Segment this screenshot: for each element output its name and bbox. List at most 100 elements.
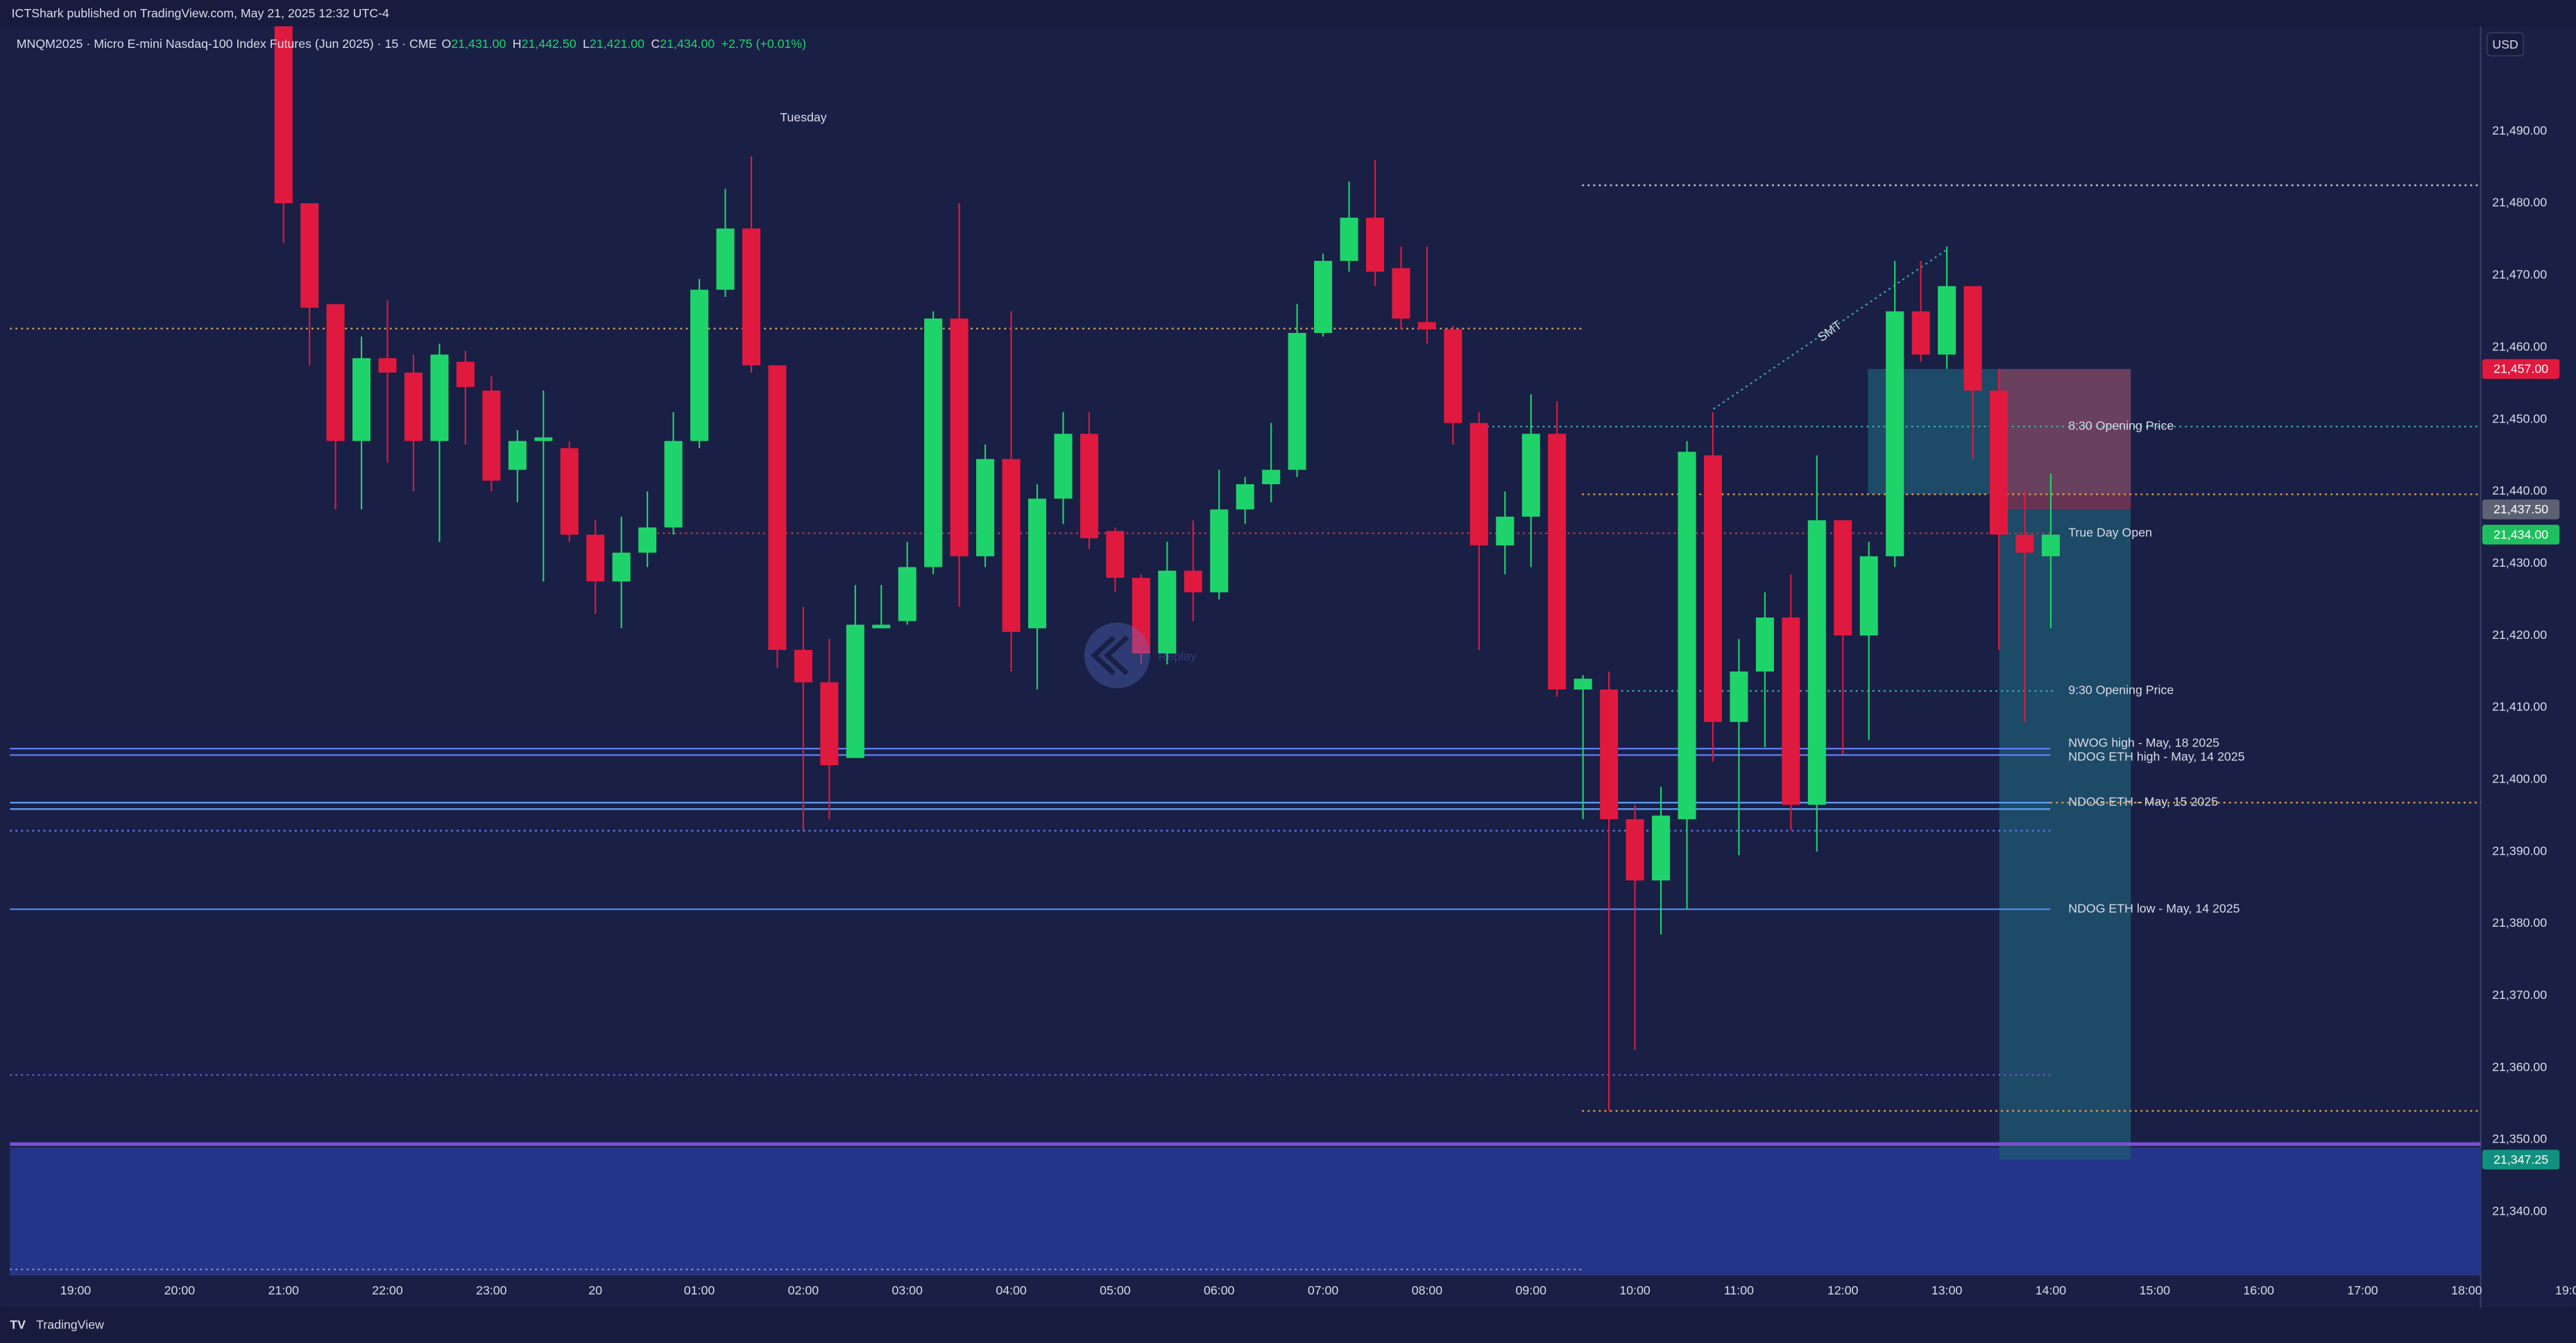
candle-body [1496, 516, 1515, 546]
x-tick-label: 10:00 [1619, 1283, 1650, 1297]
x-tick-label: 14:00 [2036, 1283, 2067, 1297]
level-label: NWOG high - May, 18 2025 [2068, 736, 2219, 750]
day-label: Tuesday [780, 110, 827, 124]
y-tick-label: 21,380.00 [2492, 916, 2547, 930]
candle-body [1027, 498, 1047, 628]
candle-body [1210, 509, 1229, 592]
candle-body [768, 365, 787, 650]
candle-body [326, 304, 345, 441]
candle-body [898, 567, 916, 622]
y-tick-label: 21,370.00 [2492, 988, 2547, 1002]
watermark-text: Replay [1158, 649, 1196, 663]
x-tick-label: 19:00 [60, 1283, 92, 1297]
symbol: MNQM2025 · Micro E-mini Nasdaq-100 Index… [17, 37, 437, 51]
x-tick-label: 06:00 [1204, 1283, 1235, 1297]
candle-body [560, 448, 579, 535]
level-label: 9:30 Opening Price [2068, 683, 2174, 697]
candle-body [352, 358, 371, 441]
candle-body [508, 440, 527, 470]
level-label: NDOG ETH low - May, 14 2025 [2068, 901, 2240, 915]
price-tag-label: 21,437.50 [2493, 502, 2548, 516]
candle-body [1782, 617, 1800, 805]
candle-body [1314, 261, 1333, 333]
price-tag [2482, 524, 2560, 545]
candle-body [1834, 520, 1852, 636]
candle-body [1963, 286, 1982, 391]
watermark-icon [1090, 635, 1129, 676]
candle-body [1184, 570, 1202, 592]
x-tick-label: 15:00 [2140, 1283, 2171, 1297]
level-label: NDOG ETH - May, 15 2025 [2068, 795, 2218, 809]
candle-body [1469, 422, 1488, 546]
y-tick-label: 21,360.00 [2492, 1060, 2547, 1074]
candle-body [1990, 391, 2008, 535]
x-tick-label: 20 [588, 1283, 602, 1297]
candle-body [378, 358, 397, 373]
x-tick-label: 16:00 [2243, 1283, 2274, 1297]
currency-box[interactable] [2487, 32, 2524, 57]
y-tick-label: 21,470.00 [2492, 268, 2547, 282]
y-tick-label: 21,460.00 [2492, 339, 2547, 353]
y-tick-label: 21,340.00 [2492, 1204, 2547, 1218]
x-tick-label: 09:00 [1516, 1283, 1547, 1297]
candle-body [664, 440, 683, 528]
candle-body [1340, 217, 1358, 262]
tv-logo: TV [10, 1318, 26, 1332]
candle-body [1365, 217, 1385, 272]
axes: 21,340.00 21,350.00 21,360.00 21,370.00 21,3… [60, 123, 2576, 1297]
y-tick-label: 21,430.00 [2492, 556, 2547, 570]
candle-body [430, 354, 449, 441]
candle-body [1652, 815, 1671, 881]
plot-area [10, 26, 2481, 1275]
price-tag [2482, 359, 2560, 379]
bottom-bar [0, 1307, 2576, 1343]
ohlc-label: H [513, 37, 522, 51]
candle-body [300, 203, 319, 308]
candle-body [638, 527, 657, 553]
candle-body [1938, 286, 1956, 355]
level-label: 8:30 Opening Price [2068, 419, 2174, 433]
price-tag-label: 21,347.25 [2493, 1152, 2548, 1166]
candle-body [1288, 332, 1306, 470]
x-tick-label: 17:00 [2347, 1283, 2378, 1297]
candle-body [1911, 311, 1930, 355]
candle-body [404, 373, 423, 441]
candle-body [1444, 329, 1462, 423]
y-tick-label: 21,480.00 [2492, 196, 2547, 209]
x-tick-label: 07:00 [1308, 1283, 1339, 1297]
y-tick-label: 21,440.00 [2492, 484, 2547, 497]
x-tick-label: 03:00 [892, 1283, 923, 1297]
y-tick-label: 21,400.00 [2492, 771, 2547, 785]
ohlc-label: C [651, 37, 660, 51]
ohlc-label: O [442, 37, 452, 51]
fvg-zone [10, 1147, 2481, 1275]
x-tick-label: 21:00 [268, 1283, 299, 1297]
watermark-icon [1084, 622, 1150, 689]
x-tick-label: 20:00 [164, 1283, 196, 1297]
level-label: True Day Open [2068, 525, 2152, 539]
candle-body [1080, 434, 1098, 538]
candle-body [1573, 678, 1592, 690]
top-bar [0, 0, 2576, 26]
candle-body [1859, 556, 1878, 636]
candle-body [1626, 819, 1644, 881]
candle-body [1521, 434, 1540, 517]
currency[interactable]: USD [2492, 37, 2518, 51]
candle-body [846, 624, 864, 758]
candle-body [1054, 434, 1073, 499]
y-tick-label: 21,490.00 [2492, 123, 2547, 137]
candle-body [1755, 617, 1774, 672]
candle-body [456, 361, 475, 387]
candle-body [950, 318, 969, 556]
candle-body [1236, 484, 1254, 510]
candle-body [534, 437, 553, 441]
candle-body [1600, 689, 1619, 819]
y-tick-label: 21,450.00 [2492, 411, 2547, 425]
x-tick-label: 23:00 [476, 1283, 507, 1297]
ohlc-label: L [583, 37, 590, 51]
candle-body [612, 552, 631, 582]
candle-body [1730, 672, 1748, 722]
candle-body [1703, 455, 1723, 722]
